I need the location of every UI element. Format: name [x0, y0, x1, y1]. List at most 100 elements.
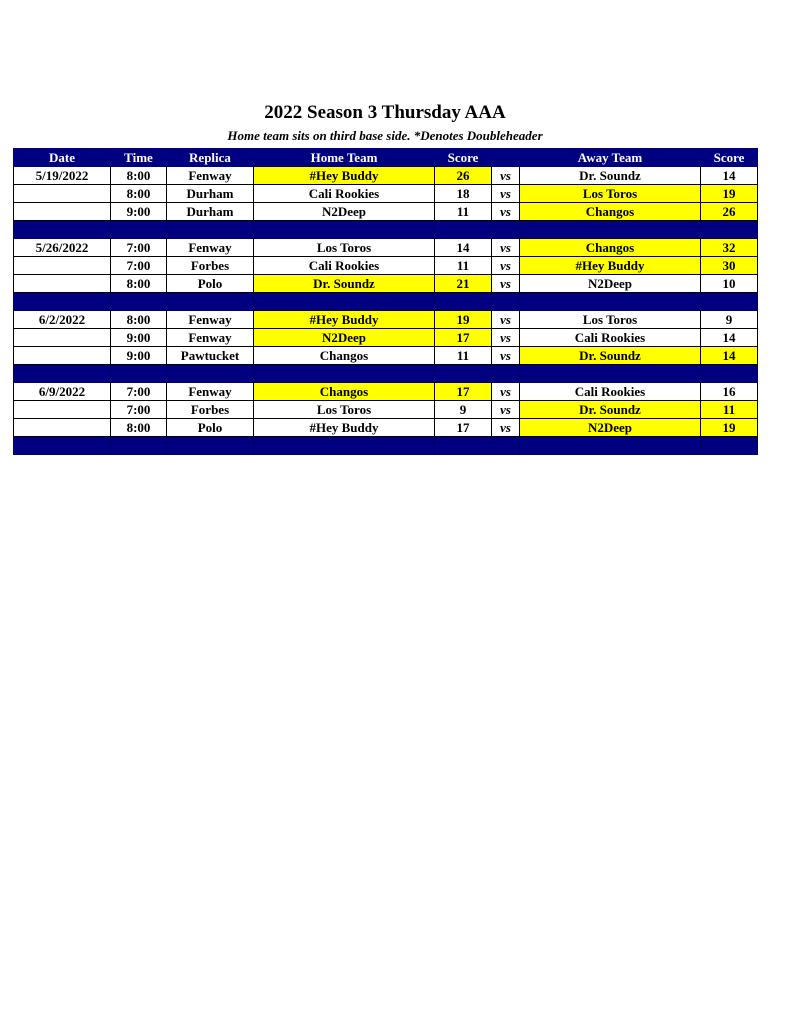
home-team-cell: #Hey Buddy [253, 310, 435, 329]
away-team-cell: N2Deep [519, 418, 701, 437]
away-score-cell: 26 [700, 202, 758, 221]
time-cell: 8:00 [110, 418, 167, 437]
away-team-cell: Los Toros [519, 310, 701, 329]
home-score-cell: 11 [434, 202, 492, 221]
replica-cell: Forbes [166, 256, 254, 275]
separator-cell [434, 364, 492, 383]
home-team-cell: Dr. Soundz [253, 274, 435, 293]
away-team-cell: Dr. Soundz [519, 346, 701, 365]
date-cell [13, 400, 111, 419]
home-score-cell: 17 [434, 382, 492, 401]
home-score-cell: 9 [434, 400, 492, 419]
vs-cell: vs [491, 346, 520, 365]
home-team-cell: Changos [253, 346, 435, 365]
separator-cell [110, 364, 167, 383]
home-score-cell: 17 [434, 328, 492, 347]
separator-cell [491, 220, 520, 239]
time-cell: 9:00 [110, 346, 167, 365]
time-cell: 7:00 [110, 382, 167, 401]
home-score-cell: 17 [434, 418, 492, 437]
home-team-cell: #Hey Buddy [253, 418, 435, 437]
replica-cell: Pawtucket [166, 346, 254, 365]
separator-cell [110, 220, 167, 239]
separator-cell [519, 364, 701, 383]
home-team-cell: Cali Rookies [253, 256, 435, 275]
header-home-score: Score [434, 148, 492, 167]
replica-cell: Durham [166, 202, 254, 221]
game-row: 6/9/2022 7:00 Fenway Changos 17 vs Cali Rookie… [13, 382, 758, 401]
replica-cell: Durham [166, 184, 254, 203]
replica-cell: Polo [166, 418, 254, 437]
away-team-cell: Dr. Soundz [519, 400, 701, 419]
vs-cell: vs [491, 238, 520, 257]
game-row: 8:00 Polo #Hey Buddy 17 vs N2Deep 19 [13, 418, 758, 437]
vs-cell: vs [491, 382, 520, 401]
game-row: 7:00 Forbes Cali Rookies 11 vs #Hey Buddy 30 [13, 256, 758, 275]
away-score-cell: 10 [700, 274, 758, 293]
date-cell [13, 346, 111, 365]
header-away-score: Score [700, 148, 758, 167]
separator-cell [166, 220, 254, 239]
date-cell: 6/9/2022 [13, 382, 111, 401]
replica-cell: Fenway [166, 328, 254, 347]
home-team-cell: Changos [253, 382, 435, 401]
replica-cell: Fenway [166, 166, 254, 185]
separator-cell [253, 292, 435, 311]
away-team-cell: Cali Rookies [519, 382, 701, 401]
separator-cell [13, 364, 111, 383]
home-team-cell: Los Toros [253, 400, 435, 419]
separator-cell [13, 436, 111, 455]
away-score-cell: 11 [700, 400, 758, 419]
away-team-cell: Los Toros [519, 184, 701, 203]
away-score-cell: 30 [700, 256, 758, 275]
away-team-cell: Changos [519, 238, 701, 257]
away-team-cell: Dr. Soundz [519, 166, 701, 185]
away-score-cell: 14 [700, 346, 758, 365]
home-team-cell: Cali Rookies [253, 184, 435, 203]
home-score-cell: 21 [434, 274, 492, 293]
time-cell: 8:00 [110, 310, 167, 329]
away-team-cell: Changos [519, 202, 701, 221]
game-row: 5/26/2022 7:00 Fenway Los Toros 14 vs Changos 3… [13, 238, 758, 257]
separator-cell [519, 292, 701, 311]
separator-cell [700, 220, 758, 239]
away-score-cell: 16 [700, 382, 758, 401]
header-date: Date [13, 148, 111, 167]
vs-cell: vs [491, 310, 520, 329]
separator-cell [700, 436, 758, 455]
date-cell [13, 184, 111, 203]
date-cell [13, 202, 111, 221]
home-team-cell: N2Deep [253, 328, 435, 347]
vs-cell: vs [491, 418, 520, 437]
page-title: 2022 Season 3 Thursday AAA [264, 102, 506, 123]
home-team-cell: N2Deep [253, 202, 435, 221]
separator-cell [253, 436, 435, 455]
replica-cell: Fenway [166, 382, 254, 401]
away-score-cell: 19 [700, 418, 758, 437]
time-cell: 8:00 [110, 166, 167, 185]
home-team-cell: #Hey Buddy [253, 166, 435, 185]
header-vs [491, 148, 520, 167]
header-row: Date Time Replica Home Team Score Away T… [13, 148, 758, 167]
home-score-cell: 26 [434, 166, 492, 185]
vs-cell: vs [491, 400, 520, 419]
replica-cell: Fenway [166, 310, 254, 329]
replica-cell: Fenway [166, 238, 254, 257]
vs-cell: vs [491, 256, 520, 275]
home-score-cell: 11 [434, 346, 492, 365]
away-score-cell: 32 [700, 238, 758, 257]
header-home-team: Home Team [253, 148, 435, 167]
home-score-cell: 19 [434, 310, 492, 329]
game-row: 8:00 Polo Dr. Soundz 21 vs N2Deep 10 [13, 274, 758, 293]
separator-cell [253, 220, 435, 239]
game-row: 9:00 Pawtucket Changos 11 vs Dr. Soundz 14 [13, 346, 758, 365]
time-cell: 8:00 [110, 184, 167, 203]
time-cell: 9:00 [110, 202, 167, 221]
separator-cell [434, 436, 492, 455]
date-cell [13, 274, 111, 293]
vs-cell: vs [491, 202, 520, 221]
week-separator-row [13, 364, 758, 383]
away-team-cell: N2Deep [519, 274, 701, 293]
game-row: 5/19/2022 8:00 Fenway #Hey Buddy 26 vs Dr. Sou… [13, 166, 758, 185]
schedule-table: Date Time Replica Home Team Score Away T… [13, 148, 758, 455]
